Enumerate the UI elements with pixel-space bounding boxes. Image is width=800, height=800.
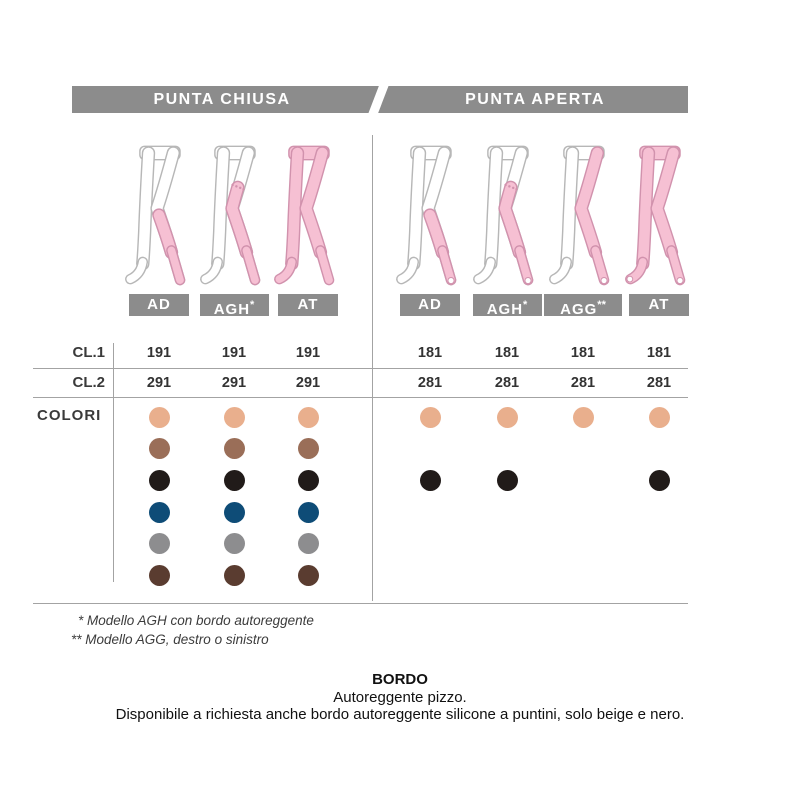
- toe-type-header: PUNTA CHIUSA PUNTA APERTA: [72, 78, 688, 121]
- section-divider-line: [372, 135, 373, 601]
- class-value-cell: 281: [646, 375, 672, 391]
- color-dot-brown: [148, 438, 170, 459]
- class-value-cell: 281: [417, 375, 443, 391]
- bordo-note: BORDO Autoreggente pizzo. Disponibile a …: [0, 671, 800, 724]
- model-label-at-open: AT: [629, 294, 689, 316]
- color-dot-black: [148, 470, 170, 491]
- color-dot-dark-brown: [223, 565, 245, 586]
- color-dot-beige: [572, 407, 594, 428]
- color-dot-beige: [496, 407, 518, 428]
- colori-row-label: COLORI: [37, 407, 102, 424]
- color-dot-navy: [297, 502, 319, 523]
- class-value-cell: 191: [146, 345, 172, 361]
- model-label-agg-open: AGG**: [544, 294, 622, 318]
- leg-illustration-agh-closed: [191, 142, 277, 297]
- color-dot-grey: [223, 533, 245, 554]
- footnote-agg: ** Modello AGG, destro o sinistro: [71, 632, 269, 647]
- color-dot-brown: [297, 438, 319, 459]
- color-dot-beige: [223, 407, 245, 428]
- class-value-cell: 291: [221, 375, 247, 391]
- class-row-label-cl1: CL.1: [72, 344, 105, 361]
- bordo-line1: Autoreggente pizzo.: [333, 688, 467, 706]
- class-value-cell: 181: [494, 345, 520, 361]
- color-dot-black: [419, 470, 441, 491]
- class-value-cell: 181: [570, 345, 596, 361]
- color-dot-beige: [148, 407, 170, 428]
- leg-illustration-ad-closed: [116, 142, 202, 297]
- color-dot-dark-brown: [148, 565, 170, 586]
- model-label-ad-closed: AD: [129, 294, 189, 316]
- color-dot-navy: [148, 502, 170, 523]
- table-bottom-line: [33, 603, 688, 604]
- color-dot-black: [223, 470, 245, 491]
- bordo-line2: Disponibile a richiesta anche bordo auto…: [115, 706, 685, 723]
- color-dot-beige: [648, 407, 670, 428]
- color-dot-black: [496, 470, 518, 491]
- leg-illustration-at-closed: [265, 142, 351, 297]
- class-value-cell: 191: [295, 345, 321, 361]
- leg-illustration-ad-open: [387, 142, 473, 297]
- punta-aperta-header: PUNTA APERTA: [465, 91, 605, 108]
- color-dot-grey: [148, 533, 170, 554]
- class-value-cell: 291: [146, 375, 172, 391]
- color-dot-grey: [297, 533, 319, 554]
- leg-illustration-agg-open: [540, 142, 626, 297]
- row-divider-line: [33, 368, 688, 369]
- class-value-cell: 181: [646, 345, 672, 361]
- class-value-cell: 281: [494, 375, 520, 391]
- class-value-cell: 191: [221, 345, 247, 361]
- class-value-cell: 291: [295, 375, 321, 391]
- color-dot-navy: [223, 502, 245, 523]
- model-label-at-closed: AT: [278, 294, 338, 316]
- row-label-divider-line: [113, 343, 114, 582]
- punta-chiusa-header: PUNTA CHIUSA: [153, 91, 291, 108]
- color-dot-beige: [297, 407, 319, 428]
- leg-illustration-at-open: [616, 142, 702, 297]
- leg-illustration-agh-open: [464, 142, 550, 297]
- model-label-agh-closed: AGH*: [199, 294, 269, 318]
- bordo-title: BORDO: [372, 671, 428, 688]
- color-dot-beige: [419, 407, 441, 428]
- color-dot-dark-brown: [297, 565, 319, 586]
- model-label-ad-open: AD: [400, 294, 460, 316]
- color-dot-black: [648, 470, 670, 491]
- row-divider-line: [33, 397, 688, 398]
- color-dot-black: [297, 470, 319, 491]
- footnote-agh: * Modello AGH con bordo autoreggente: [78, 613, 314, 628]
- model-label-agh-open: AGH*: [472, 294, 542, 318]
- class-value-cell: 181: [417, 345, 443, 361]
- color-dot-brown: [223, 438, 245, 459]
- class-row-label-cl2: CL.2: [72, 374, 105, 391]
- class-value-cell: 281: [570, 375, 596, 391]
